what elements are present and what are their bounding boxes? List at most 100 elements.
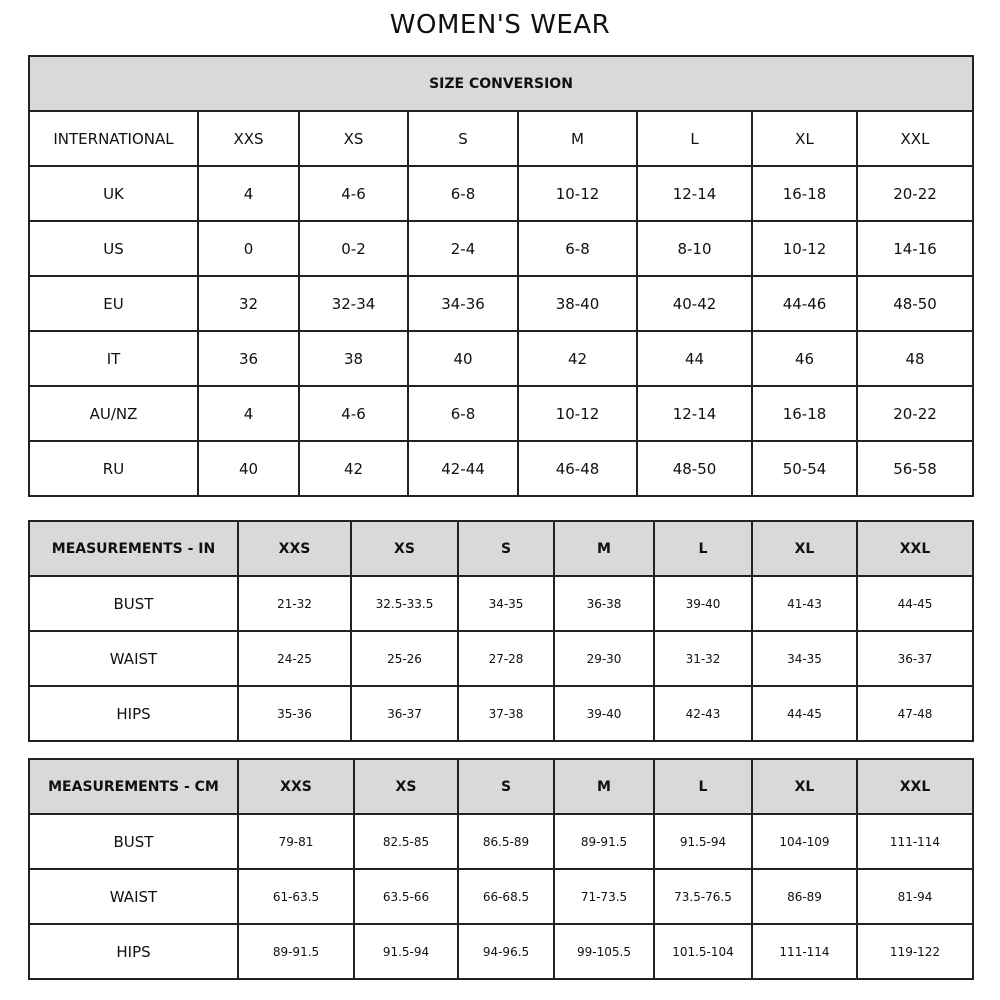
row-label: IT xyxy=(28,330,199,387)
table-cell: 38 xyxy=(298,330,409,387)
table-cell: 36-37 xyxy=(350,685,459,742)
table-cell: 39-40 xyxy=(653,575,753,632)
table-cell: 50-54 xyxy=(751,440,858,497)
table-cell: 34-35 xyxy=(457,575,555,632)
table-cell: 47-48 xyxy=(856,685,974,742)
table-cell: 10-12 xyxy=(517,385,638,442)
table-cell: 6-8 xyxy=(407,165,519,222)
table-row: RU 40 42 42-44 46-48 48-50 50-54 56-58 xyxy=(28,440,974,497)
row-label: WAIST xyxy=(28,868,239,925)
table-cell: 48-50 xyxy=(856,275,974,332)
table-cell: 6-8 xyxy=(517,220,638,277)
column-header: XS xyxy=(298,110,409,167)
table-cell: 10-12 xyxy=(751,220,858,277)
table-cell: 41-43 xyxy=(751,575,858,632)
row-label: HIPS xyxy=(28,685,239,742)
table-cell: 10-12 xyxy=(517,165,638,222)
table-cell: 36-37 xyxy=(856,630,974,687)
column-header: L xyxy=(653,520,753,577)
table-cell: 111-114 xyxy=(856,813,974,870)
row-label: AU/NZ xyxy=(28,385,199,442)
column-header: L xyxy=(653,758,753,815)
table-cell: 12-14 xyxy=(636,385,753,442)
table-row: US 0 0-2 2-4 6-8 8-10 10-12 14-16 xyxy=(28,220,974,277)
table-cell: 4 xyxy=(197,165,300,222)
table-cell: 44 xyxy=(636,330,753,387)
table-cell: 6-8 xyxy=(407,385,519,442)
table-cell: 27-28 xyxy=(457,630,555,687)
measurements-in-table: MEASUREMENTS - IN XXS XS S M L XL XXL BUST 21-32 3… xyxy=(28,520,974,742)
table-row: WAIST 24-25 25-26 27-28 29-30 31-32 34-35 36-37 xyxy=(28,630,974,687)
table-row: WAIST 61-63.5 63.5-66 66-68.5 71-73.5 73.5-76… xyxy=(28,868,974,925)
table-cell: 42 xyxy=(298,440,409,497)
table-cell: 36-38 xyxy=(553,575,655,632)
column-header: S xyxy=(407,110,519,167)
column-header: S xyxy=(457,758,555,815)
table-cell: 66-68.5 xyxy=(457,868,555,925)
table-heading-row: SIZE CONVERSION xyxy=(28,55,974,112)
table-cell: 32-34 xyxy=(298,275,409,332)
table-cell: 39-40 xyxy=(553,685,655,742)
table-cell: 111-114 xyxy=(751,923,858,980)
table-cell: 36 xyxy=(197,330,300,387)
table-cell: 89-91.5 xyxy=(553,813,655,870)
table-cell: 42-43 xyxy=(653,685,753,742)
row-label: UK xyxy=(28,165,199,222)
row-label: BUST xyxy=(28,813,239,870)
table-cell: 31-32 xyxy=(653,630,753,687)
table-cell: 35-36 xyxy=(237,685,352,742)
row-label: RU xyxy=(28,440,199,497)
column-header: XXL xyxy=(856,758,974,815)
table-cell: 44-46 xyxy=(751,275,858,332)
table-cell: 99-105.5 xyxy=(553,923,655,980)
table-cell: 46 xyxy=(751,330,858,387)
table-cell: 86.5-89 xyxy=(457,813,555,870)
table-cell: 12-14 xyxy=(636,165,753,222)
row-label: HIPS xyxy=(28,923,239,980)
table-cell: 16-18 xyxy=(751,165,858,222)
table-cell: 38-40 xyxy=(517,275,638,332)
column-header: XXL xyxy=(856,110,974,167)
table-cell: 2-4 xyxy=(407,220,519,277)
table-cell: 0-2 xyxy=(298,220,409,277)
column-header: XS xyxy=(353,758,459,815)
table-cell: 89-91.5 xyxy=(237,923,355,980)
table-cell: 82.5-85 xyxy=(353,813,459,870)
column-header: INTERNATIONAL xyxy=(28,110,199,167)
row-label: EU xyxy=(28,275,199,332)
table-cell: 34-36 xyxy=(407,275,519,332)
table-row: BUST 21-32 32.5-33.5 34-35 36-38 39-40 41-43 44… xyxy=(28,575,974,632)
table-cell: 46-48 xyxy=(517,440,638,497)
row-label: US xyxy=(28,220,199,277)
table-cell: 73.5-76.5 xyxy=(653,868,753,925)
table-cell: 81-94 xyxy=(856,868,974,925)
column-header-row: MEASUREMENTS - IN XXS XS S M L XL XXL xyxy=(28,520,974,577)
table-cell: 29-30 xyxy=(553,630,655,687)
column-header: XL xyxy=(751,520,858,577)
column-header: MEASUREMENTS - CM xyxy=(28,758,239,815)
table-cell: 32.5-33.5 xyxy=(350,575,459,632)
table-cell: 14-16 xyxy=(856,220,974,277)
table-cell: 48 xyxy=(856,330,974,387)
table-cell: 34-35 xyxy=(751,630,858,687)
table-cell: 56-58 xyxy=(856,440,974,497)
table-cell: 37-38 xyxy=(457,685,555,742)
table-row: EU 32 32-34 34-36 38-40 40-42 44-46 48-50 xyxy=(28,275,974,332)
table-cell: 40 xyxy=(197,440,300,497)
table-cell: 44-45 xyxy=(856,575,974,632)
table-cell: 91.5-94 xyxy=(353,923,459,980)
table-cell: 61-63.5 xyxy=(237,868,355,925)
column-header: S xyxy=(457,520,555,577)
table-cell: 20-22 xyxy=(856,385,974,442)
table-cell: 44-45 xyxy=(751,685,858,742)
table-cell: 40-42 xyxy=(636,275,753,332)
column-header: XS xyxy=(350,520,459,577)
table-cell: 79-81 xyxy=(237,813,355,870)
table-row: HIPS 89-91.5 91.5-94 94-96.5 99-105.5 101.5-1… xyxy=(28,923,974,980)
table-cell: 119-122 xyxy=(856,923,974,980)
table-cell: 40 xyxy=(407,330,519,387)
table-cell: 4-6 xyxy=(298,165,409,222)
column-header: XXS xyxy=(237,758,355,815)
table-cell: 25-26 xyxy=(350,630,459,687)
row-label: WAIST xyxy=(28,630,239,687)
